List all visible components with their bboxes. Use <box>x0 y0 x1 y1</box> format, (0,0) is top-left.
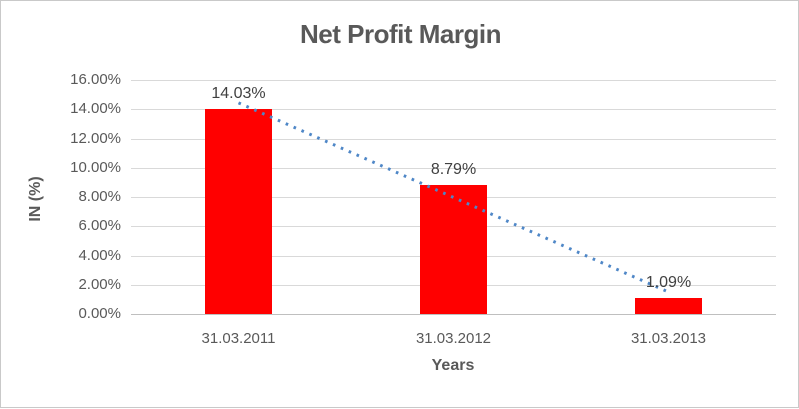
y-tick-label: 16.00% <box>70 71 121 88</box>
chart-title: Net Profit Margin <box>300 19 501 49</box>
data-label: 1.09% <box>645 274 692 292</box>
x-tick-label: 31.03.2012 <box>415 330 492 347</box>
y-tick-label: 10.00% <box>70 158 121 176</box>
y-tick-label: 6.00% <box>78 217 121 235</box>
x-axis-line <box>131 314 776 315</box>
x-tick-label: 31.03.2013 <box>630 330 707 347</box>
y-tick-label: 8.00% <box>78 188 121 205</box>
x-tick-label: 31.03.2011 <box>201 330 276 347</box>
gridline <box>131 80 776 81</box>
x-axis-title: Years <box>431 357 475 374</box>
bar <box>635 298 702 314</box>
y-tick-label: 14.00% <box>70 100 121 118</box>
data-label: 8.79% <box>430 161 477 179</box>
y-tick-label: 0.00% <box>78 305 121 322</box>
data-label: 14.03% <box>211 84 266 102</box>
y-tick-label: 4.00% <box>78 246 121 264</box>
bar <box>205 108 272 314</box>
bar <box>420 185 487 314</box>
y-tick-label: 2.00% <box>78 275 121 293</box>
y-tick-label: 12.00% <box>70 129 121 147</box>
